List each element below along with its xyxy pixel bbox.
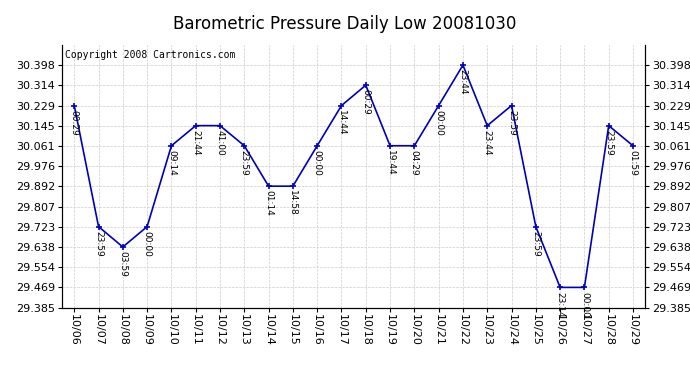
Text: 23:59: 23:59 — [531, 231, 540, 256]
Text: 00:00: 00:00 — [580, 292, 589, 318]
Text: 23:59: 23:59 — [604, 130, 613, 156]
Text: 04:29: 04:29 — [410, 150, 419, 176]
Text: 00:29: 00:29 — [362, 89, 371, 115]
Text: 00:00: 00:00 — [143, 231, 152, 256]
Text: 23:59: 23:59 — [240, 150, 249, 176]
Text: 14:44: 14:44 — [337, 110, 346, 135]
Text: 14:58: 14:58 — [288, 190, 297, 216]
Text: 09:14: 09:14 — [167, 150, 176, 176]
Text: 00:00: 00:00 — [434, 110, 443, 136]
Text: 00:00: 00:00 — [313, 150, 322, 176]
Text: 23:14: 23:14 — [555, 292, 564, 317]
Text: 01:14: 01:14 — [264, 190, 273, 216]
Text: 01:59: 01:59 — [629, 150, 638, 176]
Text: 00:29: 00:29 — [70, 110, 79, 135]
Text: 23:44: 23:44 — [458, 69, 467, 95]
Text: 03:59: 03:59 — [118, 251, 128, 277]
Text: 23:44: 23:44 — [483, 130, 492, 155]
Text: Copyright 2008 Cartronics.com: Copyright 2008 Cartronics.com — [65, 50, 235, 60]
Text: 23:59: 23:59 — [94, 231, 103, 256]
Text: 21:44: 21:44 — [191, 130, 200, 155]
Text: 23:59: 23:59 — [507, 110, 516, 135]
Text: 41:00: 41:00 — [215, 130, 224, 156]
Text: Barometric Pressure Daily Low 20081030: Barometric Pressure Daily Low 20081030 — [173, 15, 517, 33]
Text: 19:44: 19:44 — [386, 150, 395, 176]
